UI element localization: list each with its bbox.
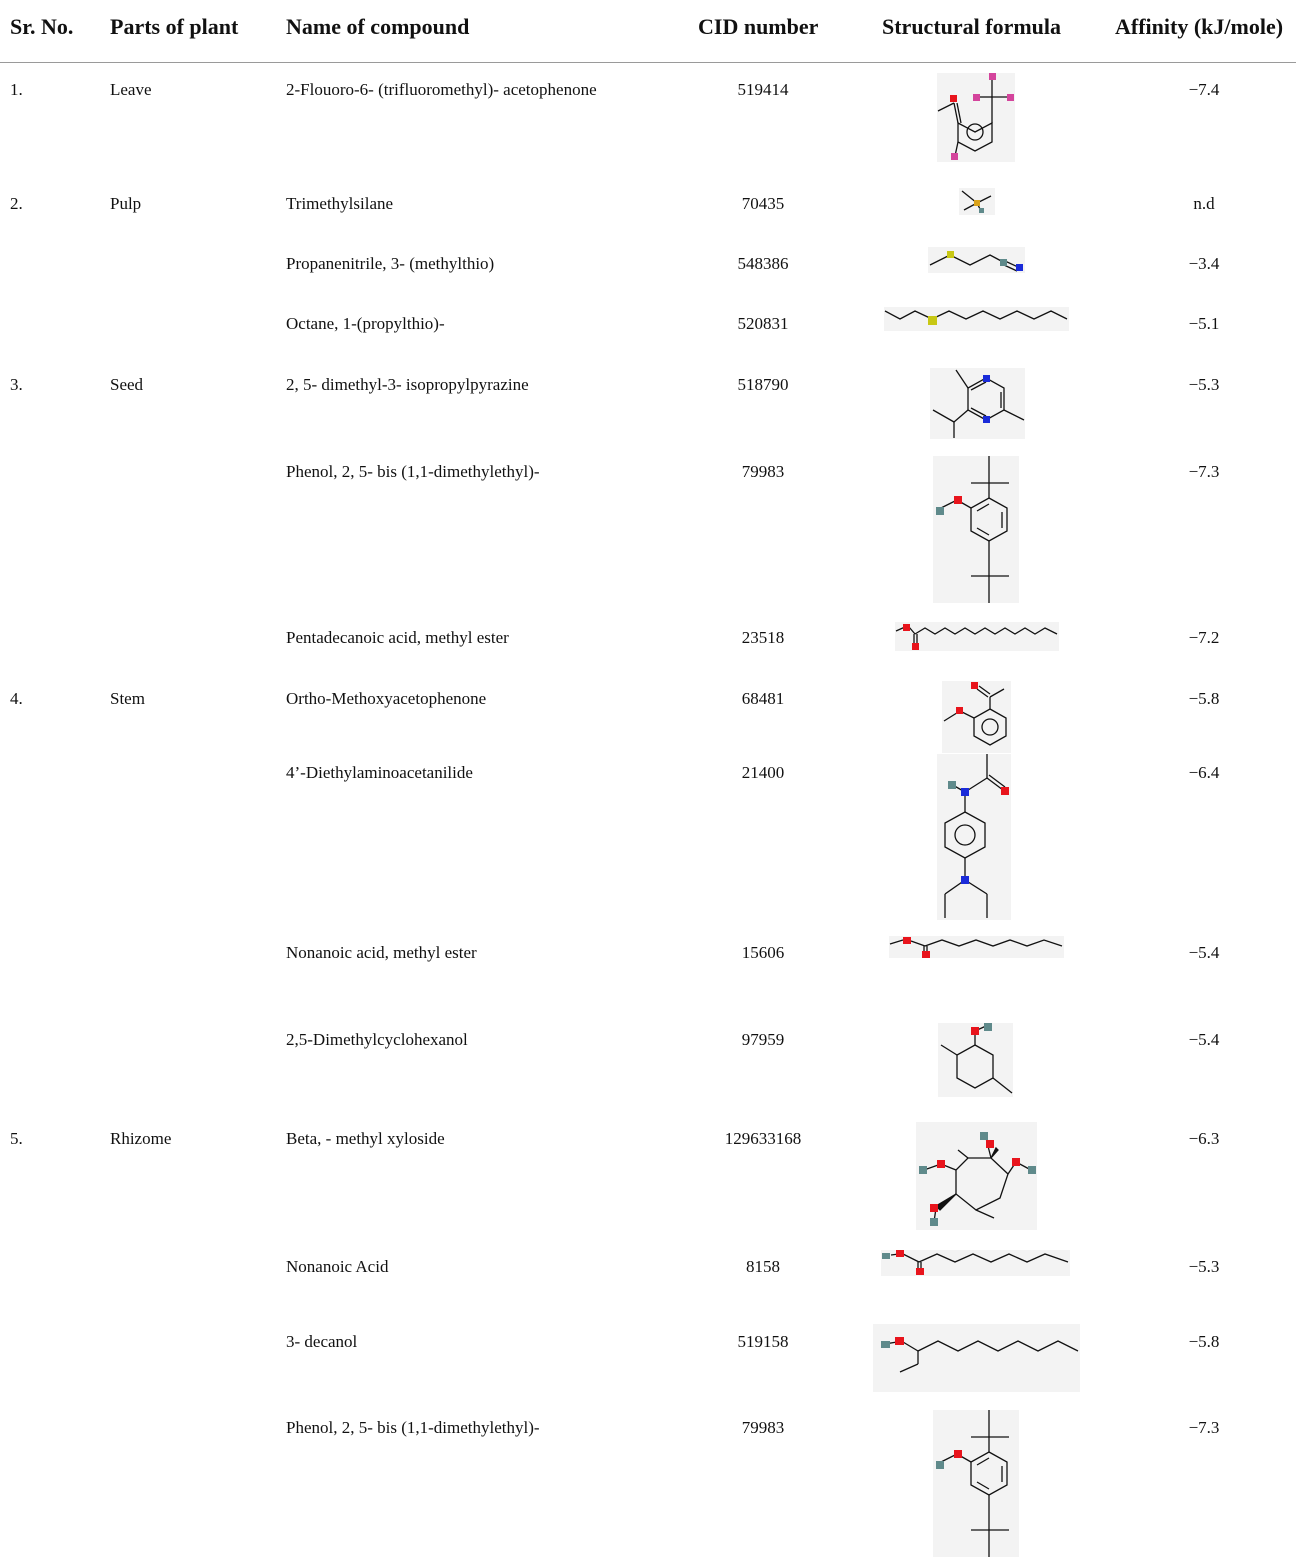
row-compound-name: Nonanoic Acid: [286, 1257, 389, 1276]
row-affinity: −5.3: [1188, 375, 1220, 394]
methyl-nonanoate-structure: [889, 936, 1064, 958]
row-cid: 97959: [741, 1030, 785, 1049]
row-plant-part: Stem: [110, 689, 145, 708]
3-decanol-structure: [873, 1324, 1080, 1392]
diethylaminoacetanilide-structure: [937, 754, 1011, 920]
row-compound-name: Trimethylsilane: [286, 194, 394, 213]
header-structural-formula: Structural formula: [882, 14, 1062, 39]
row-compound-name: Pentadecanoic acid, methyl ester: [286, 628, 509, 647]
row-cid: 15606: [741, 943, 785, 962]
row-affinity: −7.3: [1188, 1418, 1220, 1437]
header-sr-no: Sr. No.: [10, 14, 74, 39]
nonanoic-acid-structure: [881, 1250, 1070, 1276]
header-divider: [0, 62, 1296, 63]
row-cid: 520831: [737, 314, 789, 333]
row-compound-name: Ortho-Methoxyacetophenone: [286, 689, 487, 708]
row-affinity: −5.3: [1188, 1257, 1220, 1276]
row-compound-name: Phenol, 2, 5- bis (1,1-dimethylethyl)-: [286, 1418, 540, 1437]
di-tert-butylphenol-structure: [933, 1410, 1019, 1557]
row-affinity: −6.3: [1188, 1129, 1220, 1148]
row-sr-no: 5.: [10, 1129, 23, 1148]
row-compound-name: 2,5-Dimethylcyclohexanol: [286, 1030, 468, 1049]
row-cid: 23518: [741, 628, 785, 647]
row-cid: 518790: [737, 375, 789, 394]
beta-methyl-xyloside-structure: [916, 1122, 1037, 1230]
row-compound-name: Nonanoic acid, methyl ester: [286, 943, 477, 962]
table-header-row: Sr. No. Parts of plant Name of compound …: [0, 0, 1307, 62]
row-compound-name: Phenol, 2, 5- bis (1,1-dimethylethyl)-: [286, 462, 540, 481]
dimethyl-isopropylpyrazine-structure: [930, 368, 1025, 439]
row-compound-name: 4’-Diethylaminoacetanilide: [286, 763, 473, 782]
trimethylsilane-structure: [959, 188, 995, 215]
row-affinity: −3.4: [1188, 254, 1220, 273]
row-affinity: −5.8: [1188, 1332, 1220, 1351]
row-compound-name: 2, 5- dimethyl-3- isopropylpyrazine: [286, 375, 529, 394]
row-cid: 519414: [737, 80, 789, 99]
row-cid: 21400: [741, 763, 785, 782]
ortho-methoxyacetophenone-structure: [942, 681, 1011, 753]
row-affinity: n.d: [1193, 194, 1215, 213]
di-tert-butylphenol-structure: [933, 456, 1019, 603]
row-affinity: −5.4: [1188, 943, 1220, 962]
header-parts-of-plant: Parts of plant: [110, 14, 239, 39]
row-compound-name: Beta, - methyl xyloside: [286, 1129, 445, 1148]
row-compound-name: 3- decanol: [286, 1332, 358, 1351]
row-affinity: −7.2: [1188, 628, 1220, 647]
row-affinity: −7.4: [1188, 80, 1220, 99]
row-affinity: −7.3: [1188, 462, 1220, 481]
methyl-pentadecanoate-structure: [895, 622, 1059, 651]
row-cid: 8158: [746, 1257, 780, 1276]
header-affinity: Affinity (kJ/mole): [1115, 14, 1284, 39]
row-cid: 68481: [741, 689, 785, 708]
row-plant-part: Rhizome: [110, 1129, 172, 1148]
row-cid: 129633168: [724, 1129, 802, 1148]
propanenitrile-methylthio-structure: [928, 247, 1025, 273]
row-sr-no: 2.: [10, 194, 23, 213]
row-cid: 548386: [737, 254, 789, 273]
octane-propylthio-structure: [884, 307, 1069, 331]
row-compound-name: 2-Flouoro-6- (trifluoromethyl)- acetophe…: [286, 80, 597, 99]
header-cid-number: CID number: [698, 14, 819, 39]
row-sr-no: 4.: [10, 689, 23, 708]
row-cid: 519158: [737, 1332, 789, 1351]
row-sr-no: 3.: [10, 375, 23, 394]
row-plant-part: Pulp: [110, 194, 142, 213]
row-cid: 70435: [741, 194, 785, 213]
row-compound-name: Propanenitrile, 3- (methylthio): [286, 254, 495, 273]
row-cid: 79983: [741, 1418, 785, 1437]
row-affinity: −5.4: [1188, 1030, 1220, 1049]
dimethylcyclohexanol-structure: [938, 1023, 1013, 1097]
row-plant-part: Leave: [110, 80, 152, 99]
row-affinity: −5.8: [1188, 689, 1220, 708]
row-cid: 79983: [741, 462, 785, 481]
header-name-of-compound: Name of compound: [286, 14, 470, 39]
row-sr-no: 1.: [10, 80, 23, 99]
2-fluoro-6-trifluoromethyl-acetophenone-structure: [937, 73, 1015, 162]
row-affinity: −6.4: [1188, 763, 1220, 782]
row-affinity: −5.1: [1188, 314, 1220, 333]
row-compound-name: Octane, 1-(propylthio)-: [286, 314, 445, 333]
row-plant-part: Seed: [110, 375, 144, 394]
